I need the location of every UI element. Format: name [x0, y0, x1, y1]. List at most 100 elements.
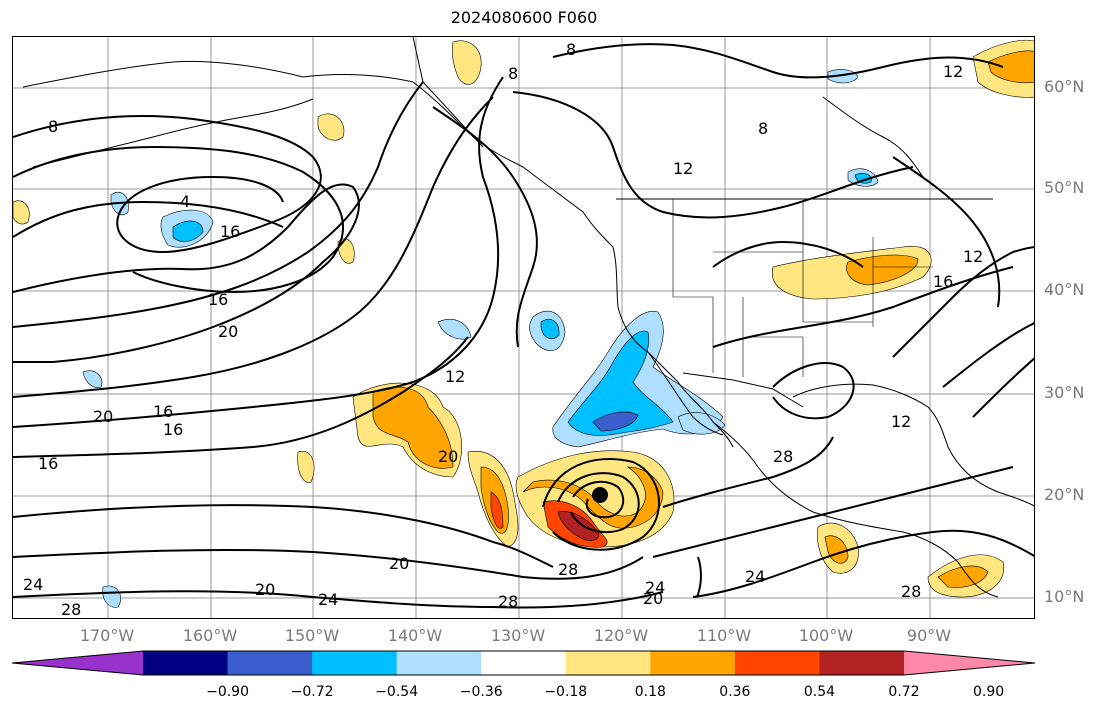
shading-positive-area — [987, 50, 1034, 84]
lat-label-40n: 40°N — [1044, 280, 1085, 299]
contour-line — [13, 183, 360, 363]
contour-label: 16 — [220, 222, 240, 241]
state-borders — [672, 199, 933, 377]
colorbar-tick-label: 0.72 — [888, 684, 920, 700]
contour-label: 28 — [558, 560, 578, 579]
colorbar-segments — [12, 651, 1035, 675]
contour-line — [652, 466, 1014, 558]
map-title: 2024080600 F060 — [450, 8, 598, 27]
coastline-mexico — [712, 421, 999, 598]
coastline-hudson — [822, 96, 924, 178]
contour-line — [13, 115, 322, 254]
contour-line — [13, 590, 664, 609]
colorbar-segment — [481, 651, 567, 675]
shading-positive-area — [372, 386, 454, 469]
contour-label: 4 — [180, 192, 190, 211]
contour-label: 24 — [645, 578, 665, 597]
map-panel[interactable]: 8 8 8 8 12 12 12 4 16 16 16 16 16 16 20 … — [12, 36, 1035, 619]
lon-label-150w: 150°W — [284, 626, 340, 645]
colorbar-tick-label: −0.18 — [544, 684, 588, 700]
lon-label-130w: 130°W — [490, 626, 546, 645]
colorbar-segment — [312, 651, 398, 675]
colorbar-tick-label: −0.36 — [459, 684, 503, 700]
shading-positive-area — [451, 40, 482, 85]
contour-label: 20 — [93, 407, 113, 426]
lon-label-170w: 170°W — [79, 626, 135, 645]
contour-line — [692, 529, 1034, 598]
lat-label-30n: 30°N — [1044, 383, 1085, 402]
border-us-mexico — [682, 372, 804, 408]
colorbar-segment — [650, 651, 736, 675]
lat-label-10n: 10°N — [1044, 587, 1085, 606]
shading-negative-area — [172, 220, 204, 242]
coastline-alaska — [22, 60, 614, 248]
colorbar-extend-low — [12, 651, 143, 675]
colorbar-segment — [143, 651, 229, 675]
contour-label: 28 — [498, 592, 518, 611]
contour-label: 8 — [758, 119, 768, 138]
contour-line — [13, 548, 644, 580]
colorbar — [12, 650, 1036, 676]
contour-line — [512, 91, 914, 219]
contour-label: 16 — [933, 272, 953, 291]
contour-line — [13, 145, 344, 294]
lat-label-20n: 20°N — [1044, 485, 1085, 504]
contour-label: 24 — [23, 575, 43, 594]
contour-line — [552, 43, 1004, 79]
lon-label-110w: 110°W — [696, 626, 752, 645]
shading-positive-area — [846, 254, 919, 286]
contour-label: 28 — [901, 582, 921, 601]
contour-label: 16 — [163, 420, 183, 439]
contour-label: 24 — [318, 590, 338, 609]
contour-line — [892, 246, 1034, 358]
contour-label: 20 — [643, 589, 663, 608]
contour-line — [712, 266, 1014, 348]
graticule — [13, 37, 1034, 618]
colorbar-tick-label: −0.72 — [290, 684, 334, 700]
shading-positive-area — [937, 565, 989, 588]
contour-line — [542, 458, 660, 551]
colorbar-tick-label: 0.90 — [972, 684, 1005, 700]
contour-label: 12 — [963, 247, 983, 266]
shading-positive-area — [317, 113, 345, 141]
colorbar-tick-label: −0.54 — [375, 684, 419, 700]
contour-label: 20 — [389, 554, 409, 573]
contour-label: 12 — [673, 159, 693, 178]
lon-label-120w: 120°W — [593, 626, 649, 645]
colorbar-tick-label: 0.18 — [634, 684, 666, 700]
contour-line — [892, 156, 1001, 308]
shading-negative-area — [102, 585, 122, 608]
colorbar-segment — [396, 651, 482, 675]
contour-label: 8 — [48, 117, 58, 136]
contour-label: 20 — [438, 447, 458, 466]
coastline-gulf — [792, 383, 1034, 507]
shading-negative-area — [592, 411, 639, 432]
contour-label: 28 — [61, 600, 81, 619]
shading-positive-area — [557, 511, 599, 541]
colorbar-segment — [227, 651, 313, 675]
contour-line — [662, 436, 834, 508]
contour-line — [712, 240, 864, 268]
contour-line — [13, 504, 554, 568]
colorbar-segment — [734, 651, 820, 675]
contour-label: 28 — [773, 447, 793, 466]
contour-label: 16 — [208, 290, 228, 309]
contour-line — [13, 200, 284, 238]
shading-negative-area — [567, 330, 674, 436]
contour-label: 16 — [38, 454, 58, 473]
lon-label-100w: 100°W — [798, 626, 854, 645]
shading-positive-area — [13, 200, 30, 225]
contour-line — [557, 472, 640, 534]
colorbar-tick-label: 0.54 — [803, 684, 836, 700]
contour-line — [13, 96, 494, 398]
shading-negative-area — [437, 318, 472, 340]
contour-line — [972, 357, 1034, 418]
colorbar-extend-high — [904, 651, 1035, 675]
contour-label: 16 — [153, 402, 173, 421]
colorbar-segment — [565, 651, 651, 675]
contour-line — [432, 106, 538, 348]
shading-negative-area — [82, 370, 103, 388]
contour-line — [13, 76, 504, 428]
contour-labels: 8 8 8 8 12 12 12 4 16 16 16 16 16 16 20 … — [23, 40, 983, 619]
shading-positive-area — [490, 491, 504, 529]
